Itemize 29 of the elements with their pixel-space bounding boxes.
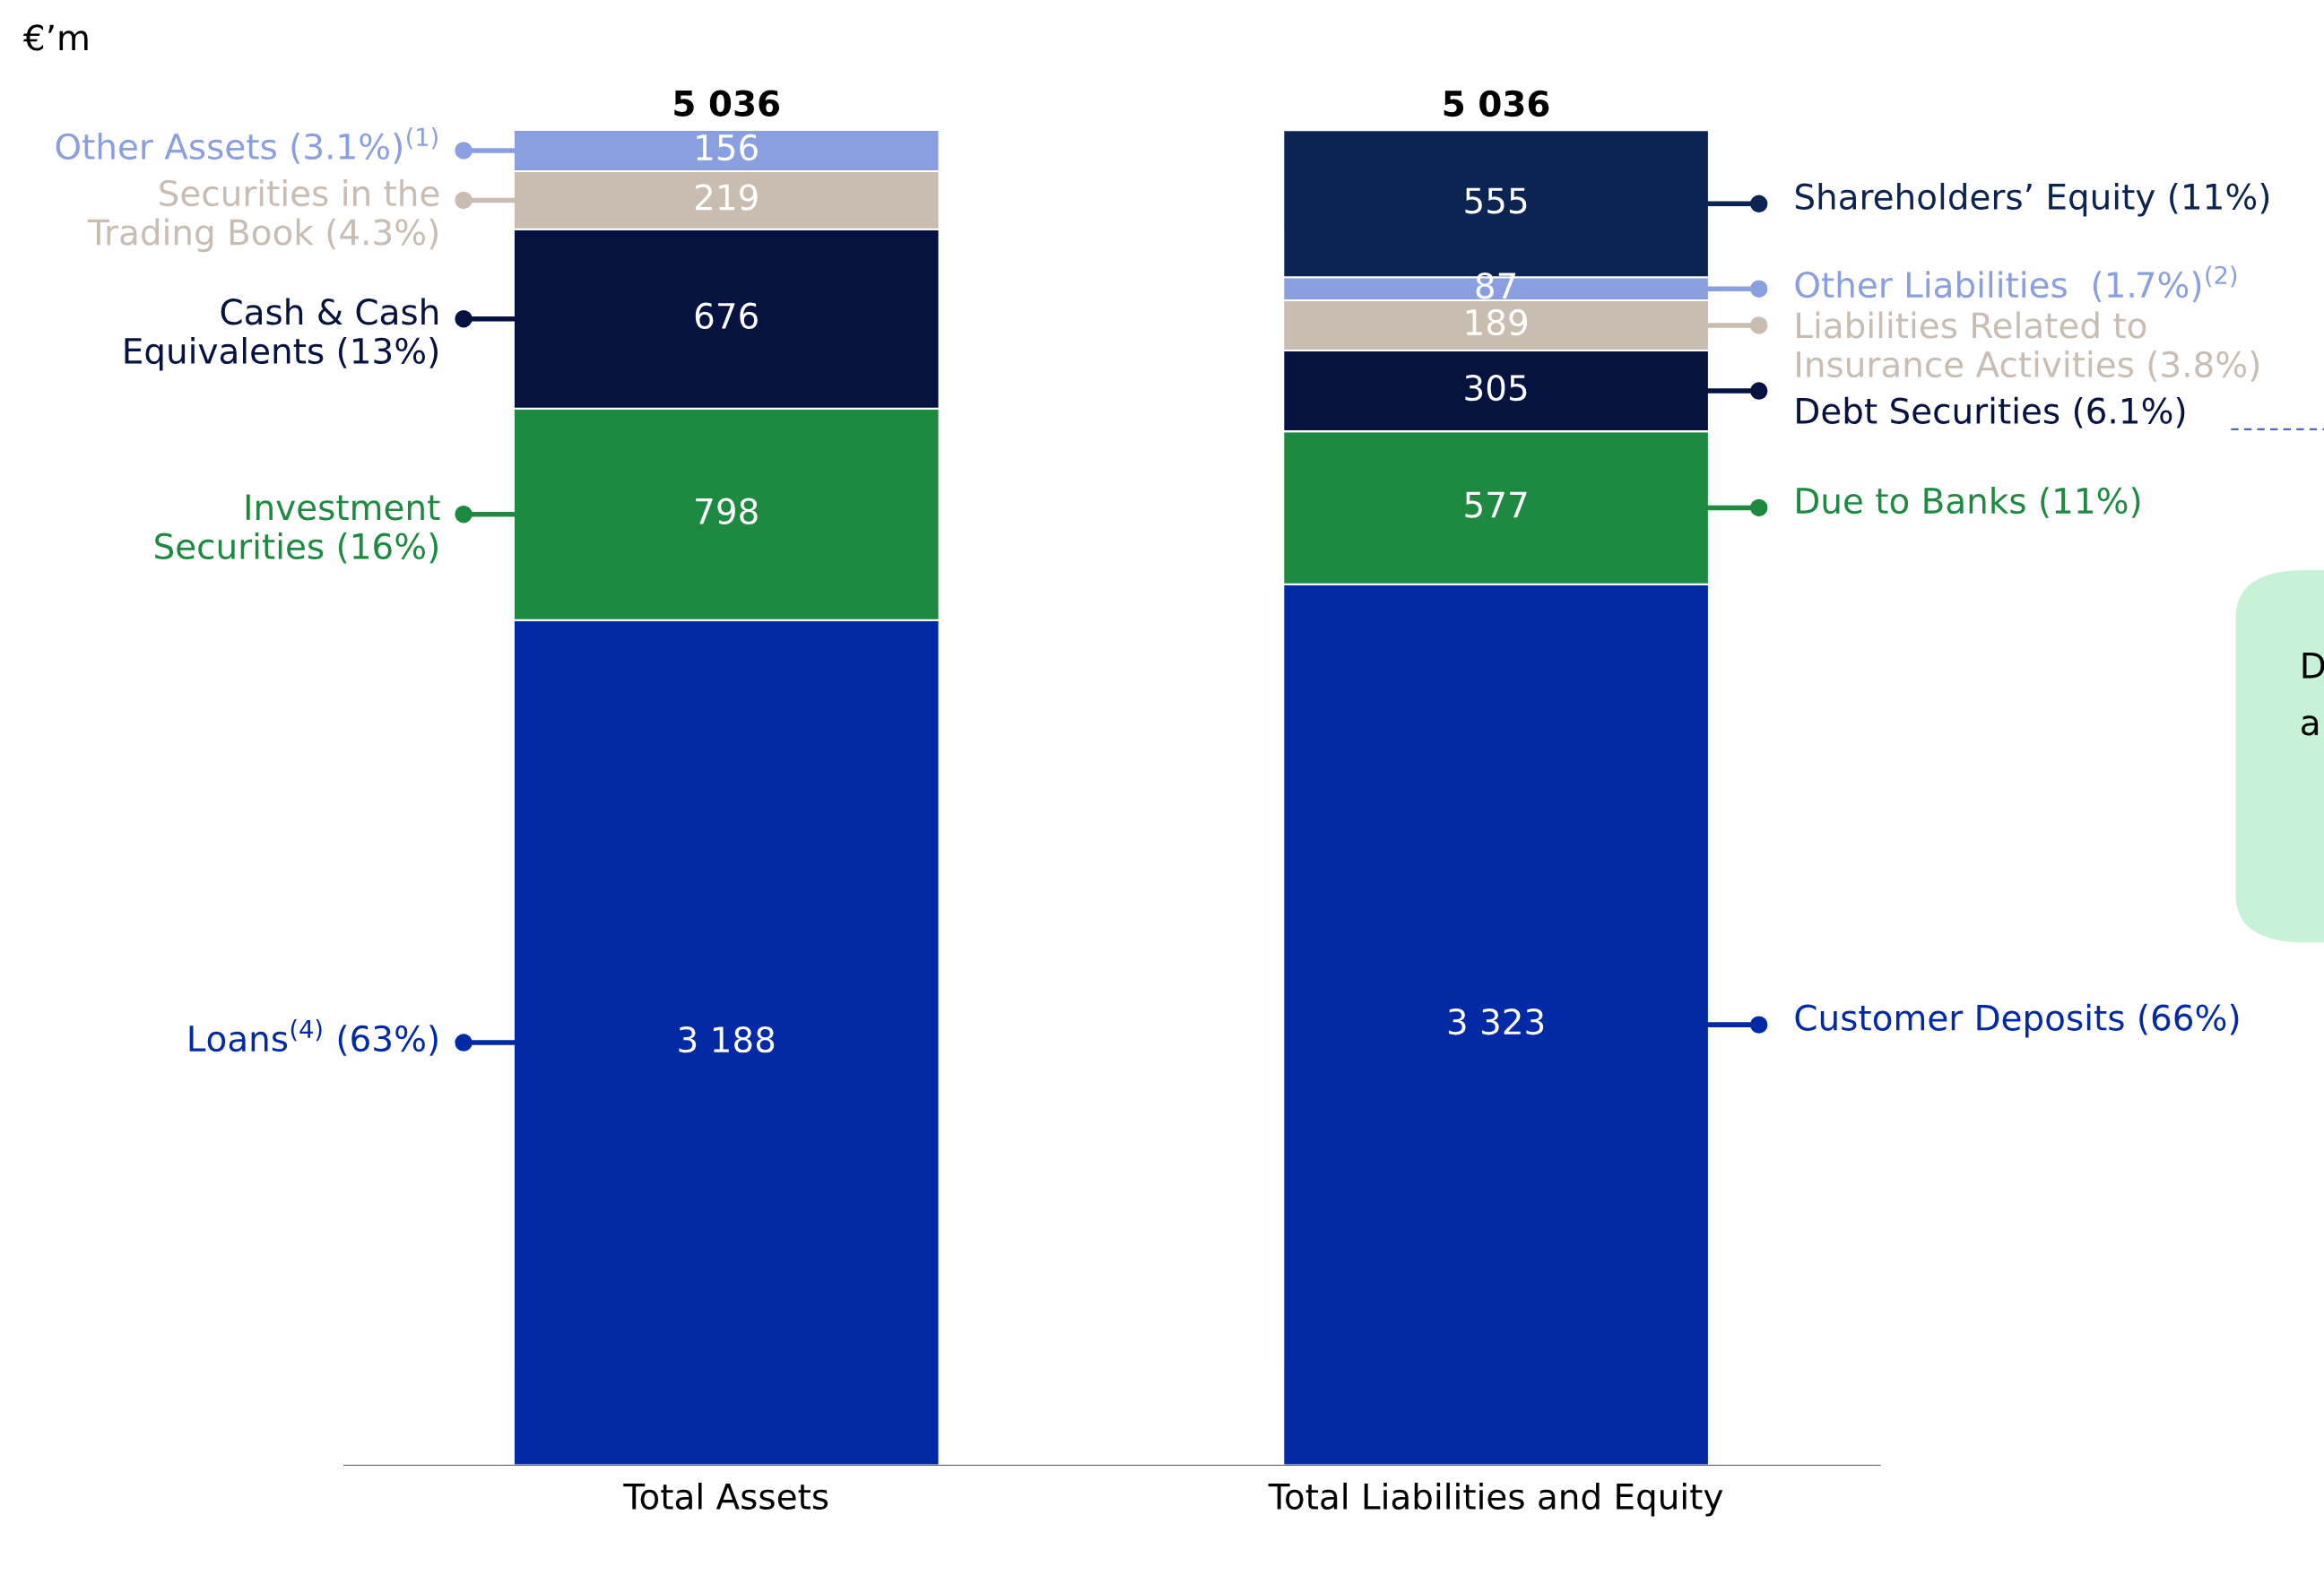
total-label: 5 036 — [674, 90, 780, 117]
data-label: 798 — [696, 498, 758, 524]
data-label: 555 — [1465, 187, 1527, 214]
data-label: 305 — [1465, 374, 1527, 402]
x-tick-label: Total Liabilities and Equity — [1268, 1482, 1723, 1517]
text: Securities in the Trading Book (4.3%) — [87, 179, 439, 253]
text: Investment Securities (16%) — [155, 494, 440, 564]
text: Loans$^{(4)}$ (63%) — [189, 1019, 438, 1056]
legend-label: Debt Securities (6.1%) — [1797, 396, 2185, 428]
data-label: 3 323 — [1448, 1008, 1544, 1035]
total-label: 5 036 — [1444, 90, 1549, 117]
text: D — [2302, 653, 2324, 679]
text: Cash & Cash Equivalents (13%) — [125, 298, 438, 371]
legend-label: Shareholders’ Equity (11%) — [1795, 182, 2269, 217]
data-label: 577 — [1465, 491, 1527, 518]
text: €’m — [22, 24, 88, 51]
x-tick-label: Total Assets — [623, 1482, 828, 1510]
text: Other Assets (3.1%)$^{(1)}$ — [56, 126, 438, 164]
legend-label: Liabilities Related to Insurance Activities (3.8%) — [1797, 311, 2259, 382]
legend-label: Due to Banks (11%) — [1797, 487, 2140, 518]
data-label: 219 — [695, 184, 758, 211]
legend-label: Customer Deposits (66%) — [1795, 1003, 2239, 1038]
legend-label: Other Liabilities (1.7%)$^{(2)}$ — [1795, 265, 2237, 302]
data-label: 189 — [1466, 308, 1527, 336]
data-label: 156 — [697, 134, 758, 161]
data-label: 676 — [695, 302, 758, 330]
text: a — [2302, 715, 2319, 736]
data-label: 87 — [1476, 273, 1516, 299]
data-label: 3 188 — [679, 1026, 775, 1053]
